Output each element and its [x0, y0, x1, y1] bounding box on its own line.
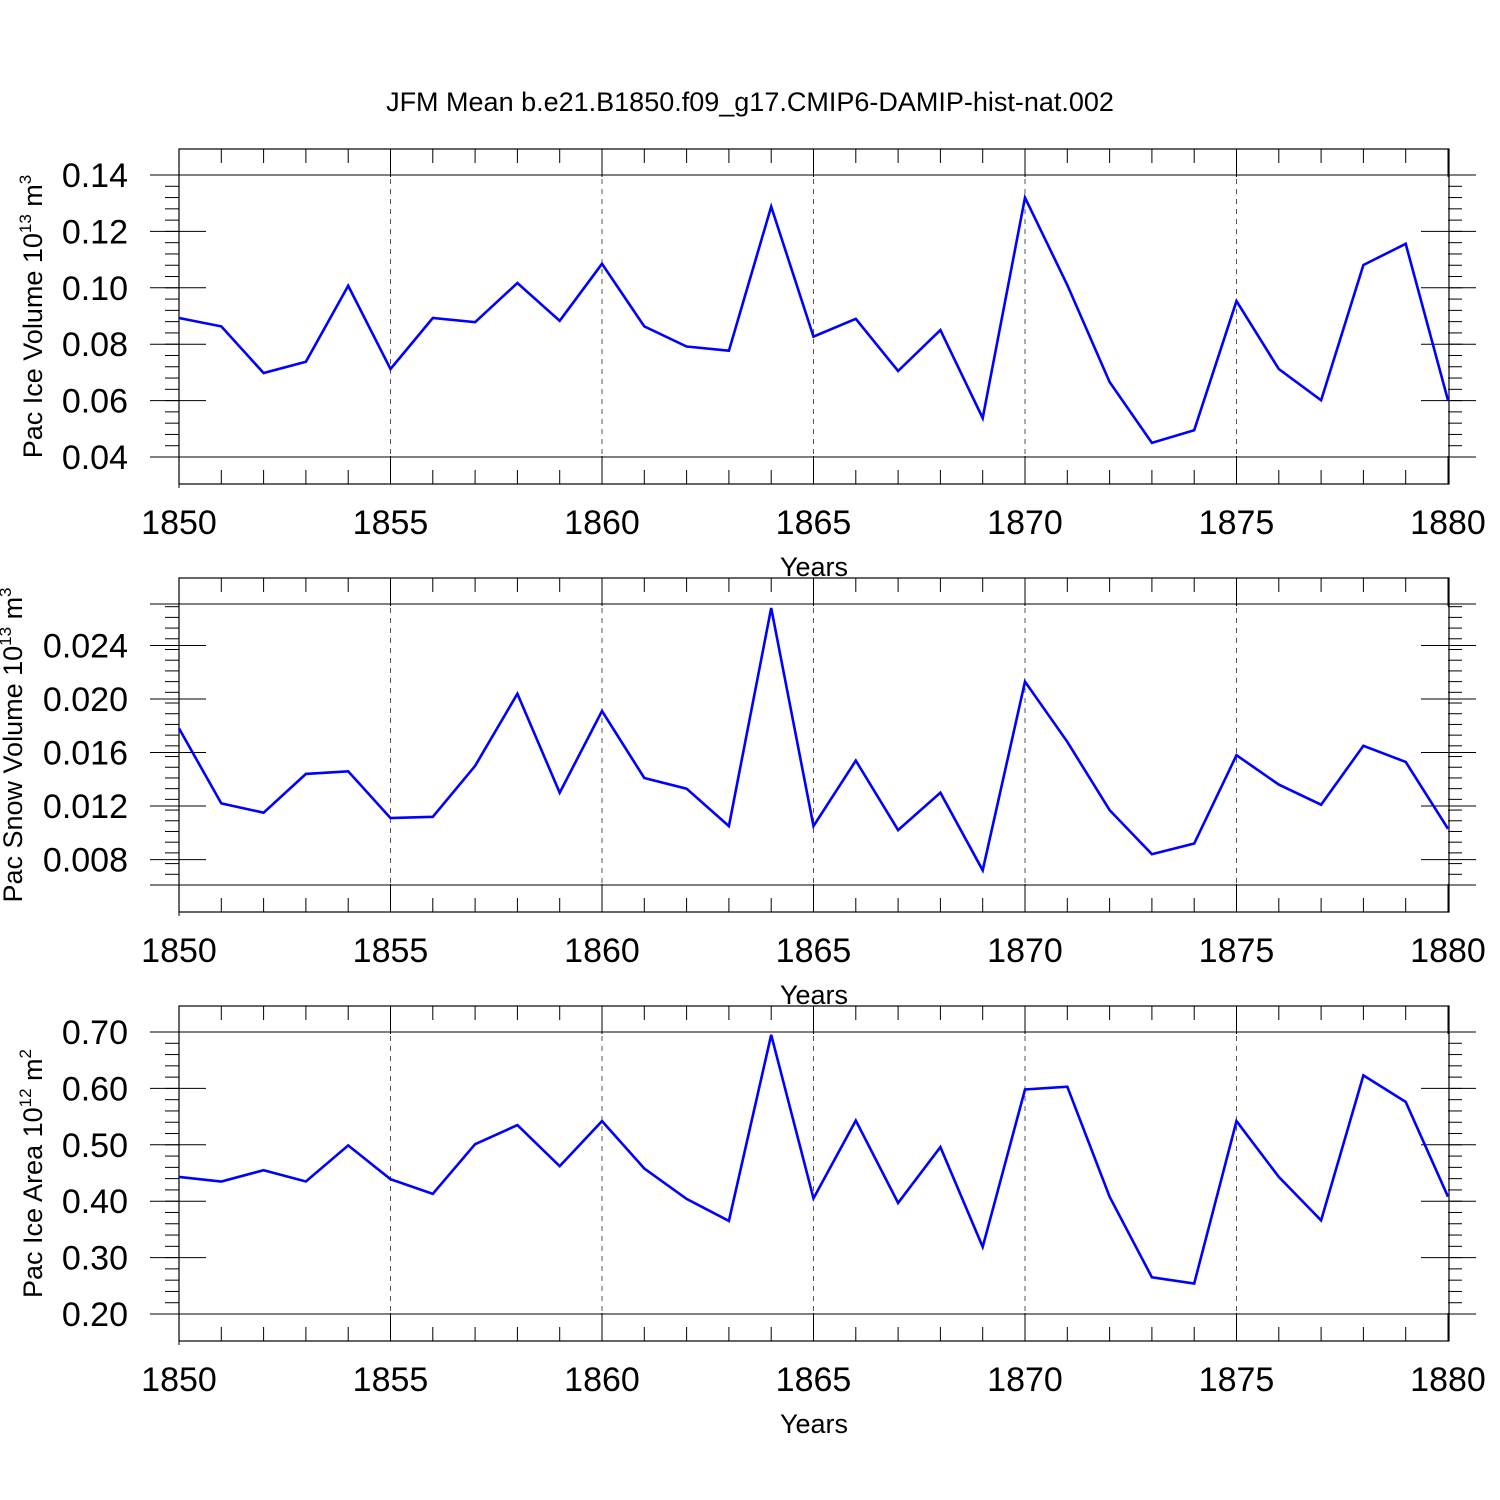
panel-2: 0.008 0.012 0.016 0.020 0.024 1850 1855 1860 186…	[0, 577, 1486, 1010]
x-tick-label: 1855	[353, 932, 429, 970]
series-line	[178, 193, 1450, 445]
x-tick-label: 1880	[1410, 932, 1486, 970]
x-tick-label: 1860	[564, 932, 640, 970]
x-tick-label: 1850	[141, 504, 217, 542]
y-axis-label: Pac Ice Area 1012 m2	[16, 1049, 48, 1298]
x-tick-label: 1865	[776, 932, 852, 970]
y-tick-label: 0.016	[43, 735, 128, 773]
series-line	[177, 607, 1450, 874]
x-tick-label: 1870	[987, 932, 1063, 970]
x-tick-label: 1850	[141, 932, 217, 970]
panels-container: 0.04 0.06 0.08 0.10 0.12 0.14 1850 1855 1860 1865…	[0, 148, 1486, 1439]
y-tick-label: 0.70	[62, 1014, 128, 1052]
y-tick-label: 0.14	[62, 157, 128, 195]
y-tick-label: 0.024	[43, 627, 128, 665]
x-tick-label: 1865	[776, 1361, 852, 1399]
x-tick-label: 1880	[1410, 504, 1486, 542]
x-tick-label: 1855	[353, 1361, 429, 1399]
y-tick-label: 0.04	[62, 439, 128, 477]
x-tick-label: 1875	[1199, 932, 1275, 970]
series-line	[178, 1034, 1450, 1285]
x-tick-label: 1870	[987, 504, 1063, 542]
y-tick-label: 0.12	[62, 213, 128, 251]
figure-title: JFM Mean b.e21.B1850.f09_g17.CMIP6-DAMIP…	[386, 87, 1114, 117]
x-tick-label: 1870	[987, 1361, 1063, 1399]
x-axis-label: Years	[780, 552, 848, 582]
panel-3: 0.20 0.30 0.40 0.50 0.60 0.70 1850 1855 1860 1865…	[16, 1005, 1486, 1439]
y-axis-label: Pac Snow Volume 1013 m3	[0, 587, 28, 902]
y-tick-label: 0.012	[43, 788, 128, 826]
x-tick-label: 1875	[1199, 1361, 1275, 1399]
y-tick-label: 0.50	[62, 1127, 128, 1165]
y-tick-label: 0.60	[62, 1070, 128, 1108]
x-tick-label: 1875	[1199, 504, 1275, 542]
x-axis-label: Years	[780, 1409, 848, 1439]
x-tick-label: 1865	[776, 504, 852, 542]
x-tick-label: 1860	[564, 1361, 640, 1399]
y-tick-label: 0.008	[43, 842, 128, 880]
x-tick-label: 1855	[353, 504, 429, 542]
y-tick-label: 0.40	[62, 1183, 128, 1221]
y-axis-label: Pac Ice Volume 1013 m3	[16, 175, 48, 459]
y-tick-label: 0.30	[62, 1240, 128, 1278]
panel-1: 0.04 0.06 0.08 0.10 0.12 0.14 1850 1855 1860 1865…	[16, 148, 1486, 582]
y-tick-label: 0.06	[62, 383, 128, 421]
x-tick-label: 1850	[141, 1361, 217, 1399]
x-axis-label: Years	[780, 980, 848, 1010]
y-tick-label: 0.020	[43, 681, 128, 719]
x-tick-label: 1860	[564, 504, 640, 542]
y-tick-label: 0.20	[62, 1296, 128, 1334]
y-tick-label: 0.10	[62, 270, 128, 308]
x-tick-label: 1880	[1410, 1361, 1486, 1399]
y-tick-label: 0.08	[62, 326, 128, 364]
